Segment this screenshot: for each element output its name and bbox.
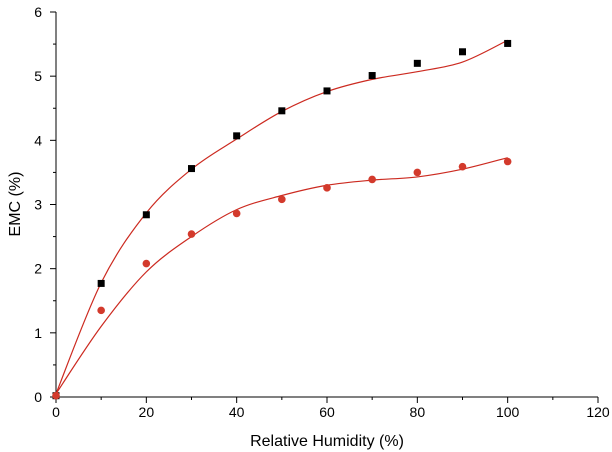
y-tick-label: 4 [34, 132, 42, 148]
data-point-square [278, 107, 286, 115]
y-axis-label: EMC (%) [7, 172, 24, 237]
y-tick-label: 5 [34, 68, 42, 84]
x-tick-label: 100 [496, 404, 520, 420]
data-point-square [368, 72, 376, 80]
x-tick-label: 60 [319, 404, 335, 420]
x-tick-label: 120 [586, 404, 610, 420]
data-point-circle [187, 230, 196, 238]
y-tick-label: 6 [34, 4, 42, 20]
x-tick-label: 20 [139, 404, 155, 420]
data-point-square [323, 87, 331, 95]
data-point-square [459, 48, 466, 56]
data-point-circle [503, 157, 512, 166]
y-tick-label: 0 [34, 389, 42, 405]
x-tick-label: 80 [410, 404, 426, 420]
fit-curve-2 [55, 157, 508, 395]
data-point-circle [142, 259, 151, 268]
data-point-circle [323, 184, 331, 192]
y-tick-label: 2 [34, 261, 42, 277]
data-point-square [97, 279, 105, 287]
y-tick-label: 3 [34, 197, 42, 213]
x-tick-label: 40 [229, 404, 245, 420]
data-point-circle [97, 306, 105, 315]
data-point-square [504, 39, 512, 47]
data-point-square [233, 132, 241, 140]
data-point-circle [368, 175, 376, 184]
data-point-circle [278, 195, 286, 204]
x-axis-label: Relative Humidity (%) [250, 433, 404, 450]
x-tick-label: 0 [52, 404, 60, 420]
data-point-circle [232, 209, 241, 218]
data-point-circle [458, 162, 467, 171]
data-point-circle [413, 168, 422, 177]
data-point-square [142, 211, 150, 219]
data-point-square [413, 59, 421, 67]
data-point-square [188, 165, 195, 173]
fit-curve-1 [55, 39, 508, 395]
y-tick-label: 1 [34, 325, 42, 341]
data-point-circle [52, 391, 60, 400]
plot-area: 0 20 40 60 80 100 120 0 1 2 3 4 5 6 [34, 4, 610, 420]
